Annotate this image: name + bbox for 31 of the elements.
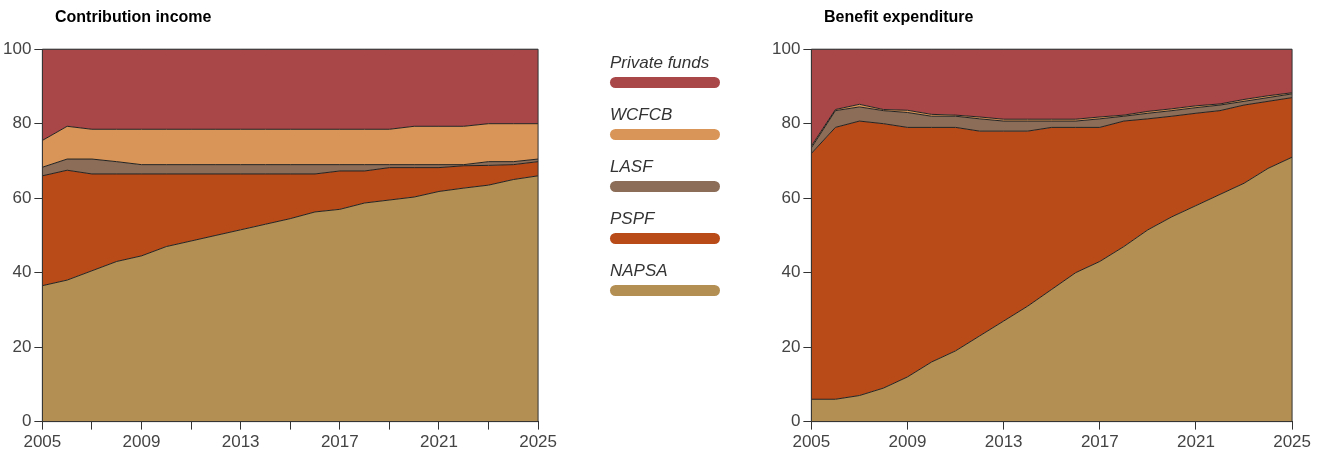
x-tick-label: 2005 — [23, 432, 62, 452]
y-tick-label: 40 — [781, 262, 801, 282]
y-tick-label: 100 — [2, 38, 32, 58]
x-tick-label: 2017 — [320, 432, 359, 452]
x-tick-label: 2009 — [122, 432, 161, 452]
x-tick-label: 2017 — [1080, 432, 1119, 452]
y-tick-label: 80 — [12, 113, 32, 133]
x-tick-label: 2025 — [519, 432, 557, 452]
x-tick-label: 2021 — [420, 432, 458, 452]
text: LASF — [610, 157, 655, 177]
y-tick-label: 80 — [781, 113, 801, 133]
x-tick-label: 2013 — [221, 432, 260, 452]
y-tick-label: 20 — [12, 336, 32, 356]
y-tick-label: 0 — [21, 411, 32, 431]
y-tick-label: 60 — [12, 187, 32, 207]
text: NAPSA — [610, 261, 669, 281]
text: PSPF — [610, 209, 656, 229]
y-tick-label: 0 — [790, 411, 801, 431]
x-tick-label: 2005 — [792, 432, 831, 452]
chart-title: Benefit expenditure — [823, 8, 975, 27]
x-tick-label: 2021 — [1177, 432, 1215, 452]
y-tick-label: 60 — [781, 187, 801, 207]
x-tick-label: 2013 — [984, 432, 1023, 452]
y-tick-label: 20 — [781, 336, 801, 356]
text: Private funds — [610, 53, 711, 73]
text: WCFCB — [610, 105, 674, 125]
x-tick-label: 2009 — [888, 432, 927, 452]
y-tick-label: 40 — [12, 262, 32, 282]
y-tick-label: 100 — [771, 38, 801, 58]
chart-title: Contribution income — [54, 8, 213, 27]
x-tick-label: 2025 — [1273, 432, 1311, 452]
